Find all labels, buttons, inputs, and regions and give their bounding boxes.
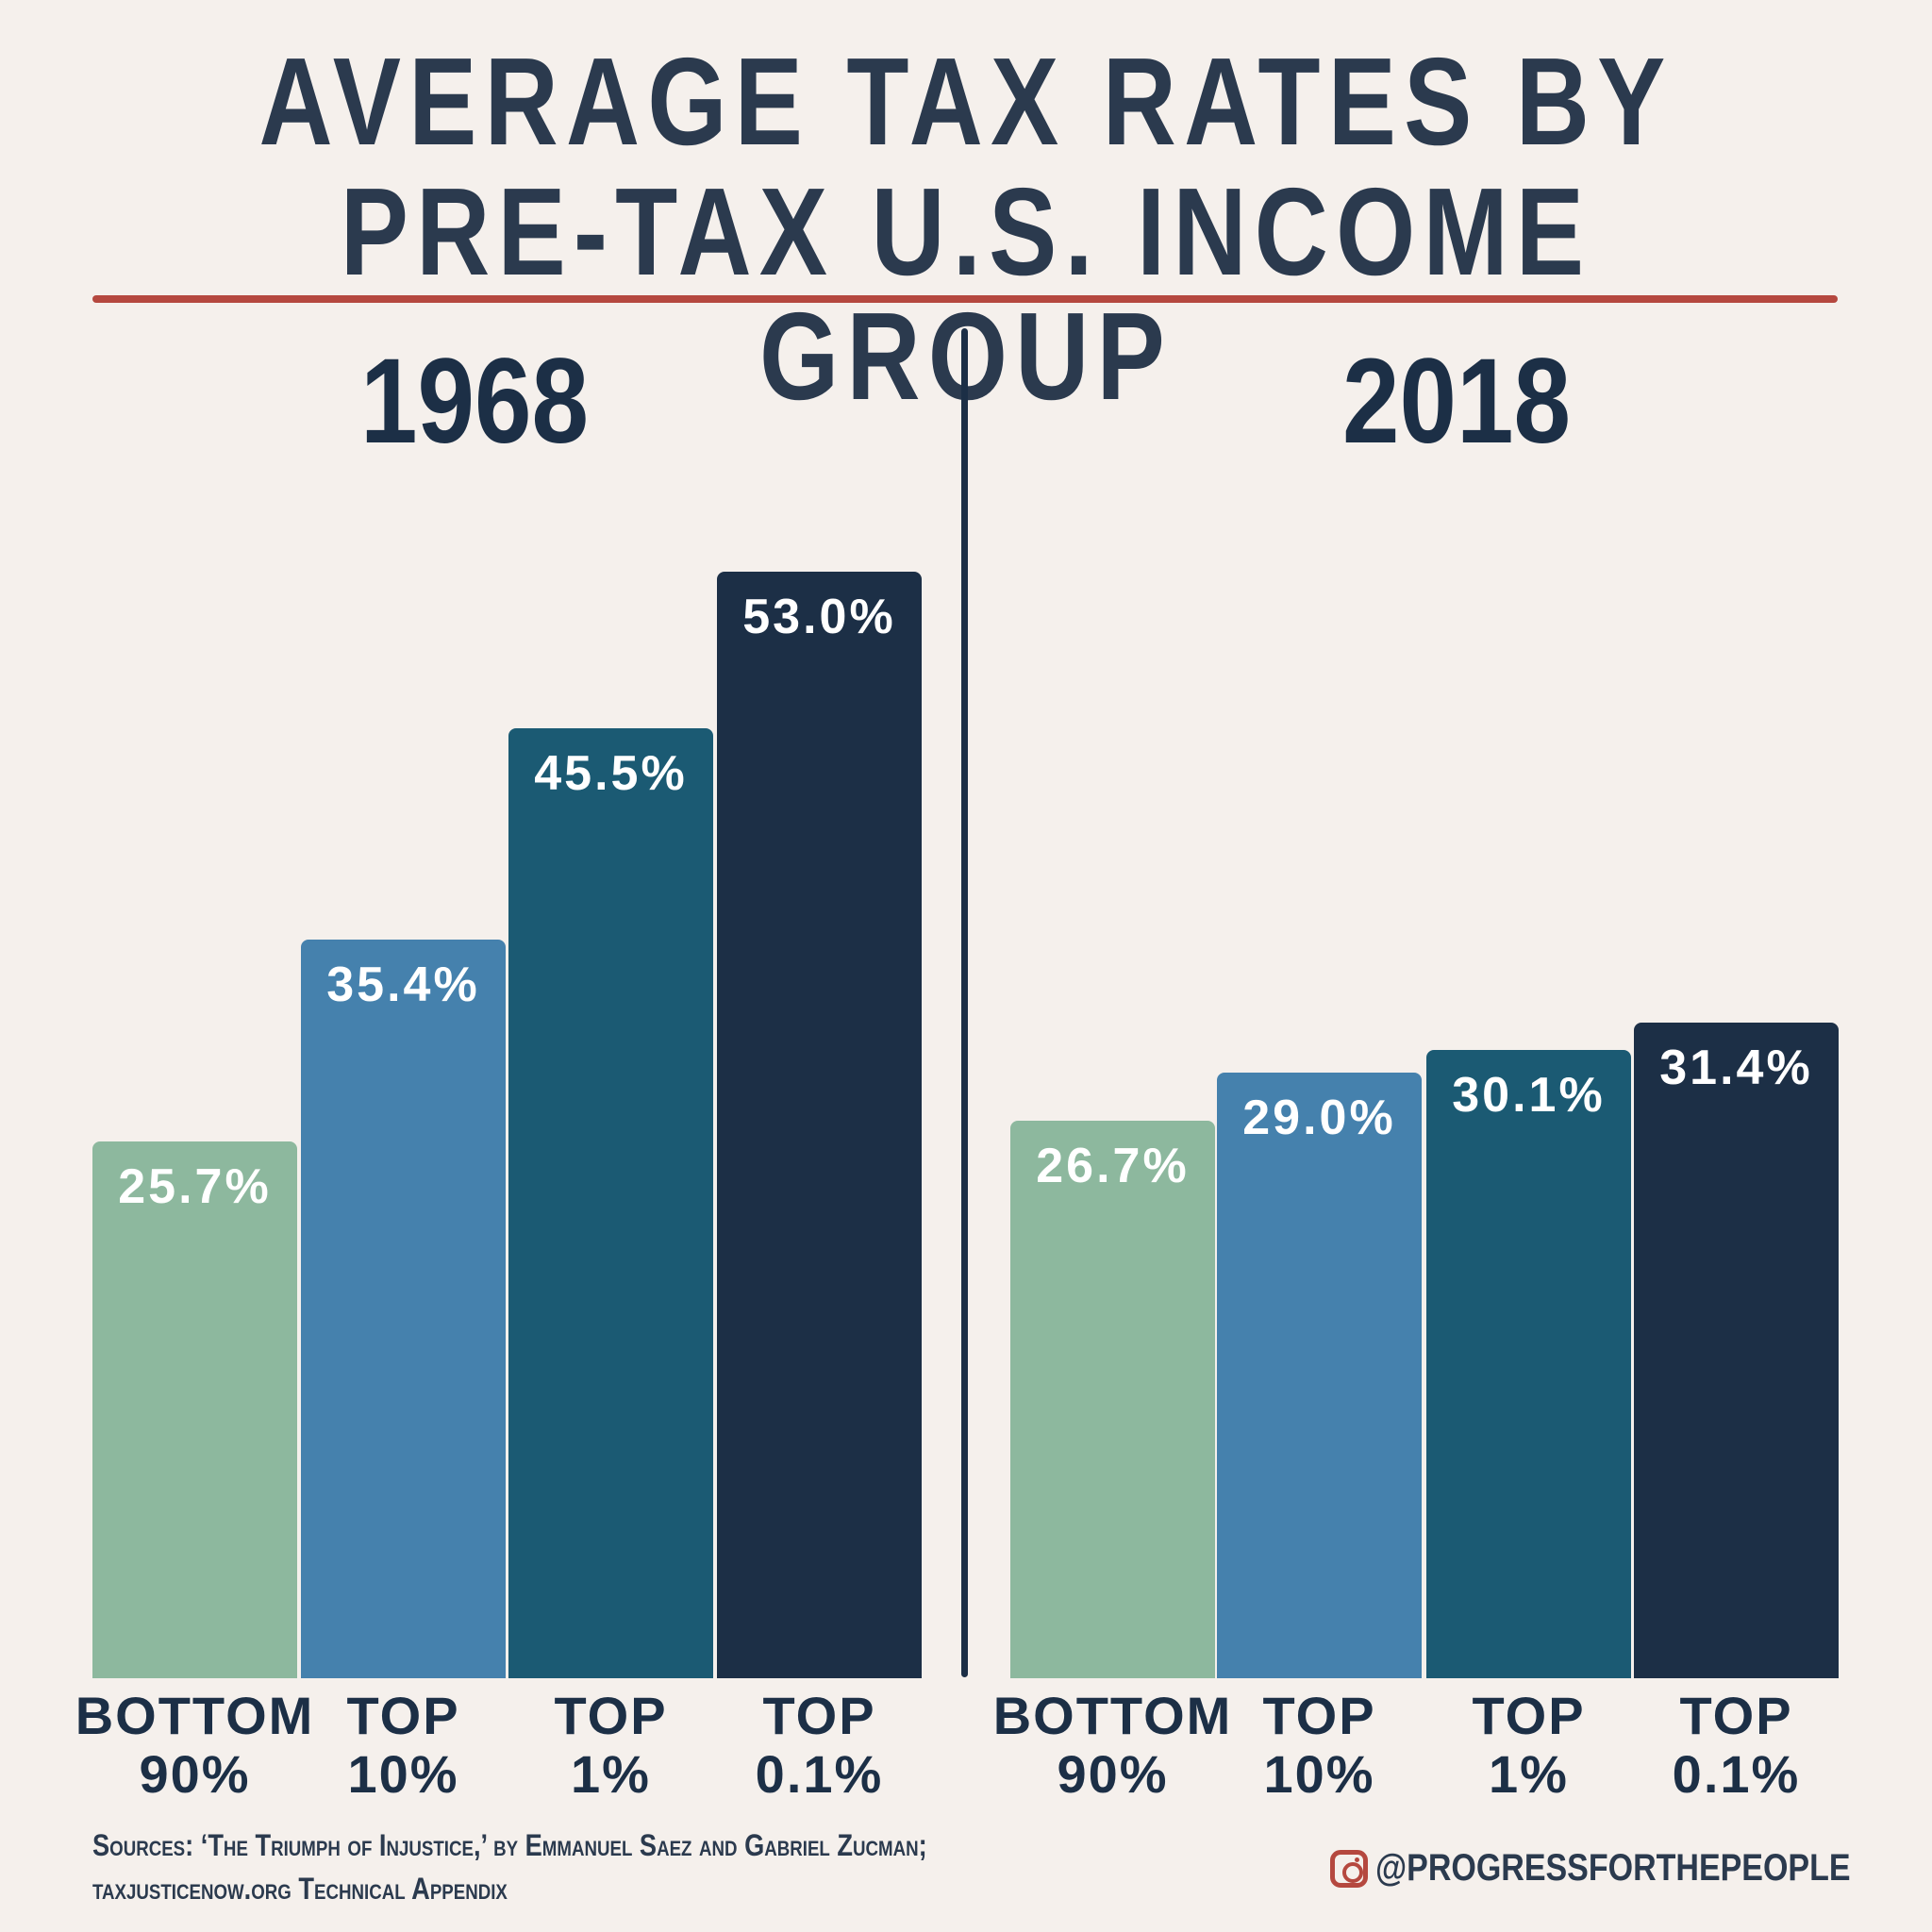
bar-2018-3 (1634, 1023, 1839, 1678)
instagram-icon (1330, 1849, 1368, 1888)
value-label: 53.0% (742, 590, 896, 645)
bar-1968-0 (92, 1141, 297, 1678)
bar-1968-1 (301, 939, 506, 1678)
bar-1968-2 (508, 728, 713, 1678)
category-label-line: 10% (1263, 1744, 1375, 1804)
value-label: 45.5% (534, 746, 688, 802)
category-label: BOTTOM 90% (74, 1687, 316, 1804)
category-label-line: BOTTOM (992, 1686, 1233, 1745)
value-label: 30.1% (1452, 1067, 1606, 1123)
bar-2018-0 (1010, 1121, 1215, 1678)
category-label-line: 1% (1489, 1744, 1569, 1804)
value-label: 26.7% (1036, 1139, 1190, 1194)
value-label: 31.4% (1659, 1041, 1813, 1096)
bar-1968-3 (717, 572, 922, 1678)
category-label-line: 1% (571, 1744, 651, 1804)
category-label: TOP 10% (1198, 1687, 1441, 1804)
source-line-1: Sources: ‘The Triumph of Injustice,’ by … (92, 1828, 927, 1862)
category-label-line: TOP (1679, 1686, 1793, 1745)
category-label-line: TOP (554, 1686, 668, 1745)
category-label: TOP 10% (282, 1687, 525, 1804)
category-label-line: TOP (762, 1686, 876, 1745)
panel-title-1968: 1968 (359, 334, 590, 469)
handle-text: @PROGRESSFORTHEPEOPLE (1375, 1847, 1851, 1889)
category-label: BOTTOM 90% (991, 1687, 1234, 1804)
category-label-line: 0.1% (1672, 1744, 1801, 1804)
title-underline (92, 295, 1838, 303)
bar-2018-1 (1217, 1073, 1422, 1678)
value-label: 25.7% (118, 1159, 272, 1215)
category-label-line: TOP (1262, 1686, 1376, 1745)
value-label: 35.4% (326, 957, 480, 1012)
category-label-line: TOP (346, 1686, 460, 1745)
category-label-line: BOTTOM (75, 1686, 315, 1745)
category-label-line: 0.1% (755, 1744, 884, 1804)
category-label: TOP 1% (1407, 1687, 1650, 1804)
social-handle: @PROGRESSFORTHEPEOPLE (1330, 1847, 1932, 1890)
source-line-2: taxjusticenow.org Technical Appendix (92, 1872, 508, 1906)
value-label: 29.0% (1242, 1091, 1396, 1146)
category-label-line: 90% (1057, 1744, 1169, 1804)
category-label: TOP 0.1% (698, 1687, 941, 1804)
bar-2018-2 (1426, 1049, 1631, 1678)
category-label-line: 90% (139, 1744, 251, 1804)
category-label: TOP 0.1% (1615, 1687, 1857, 1804)
category-label: TOP 1% (490, 1687, 732, 1804)
chart-title-line1: AVERAGE TAX RATES BY (258, 32, 1674, 171)
category-label-line: TOP (1472, 1686, 1586, 1745)
panel-title-2018: 2018 (1341, 334, 1572, 469)
panel-divider (961, 328, 968, 1677)
category-label-line: 10% (347, 1744, 459, 1804)
